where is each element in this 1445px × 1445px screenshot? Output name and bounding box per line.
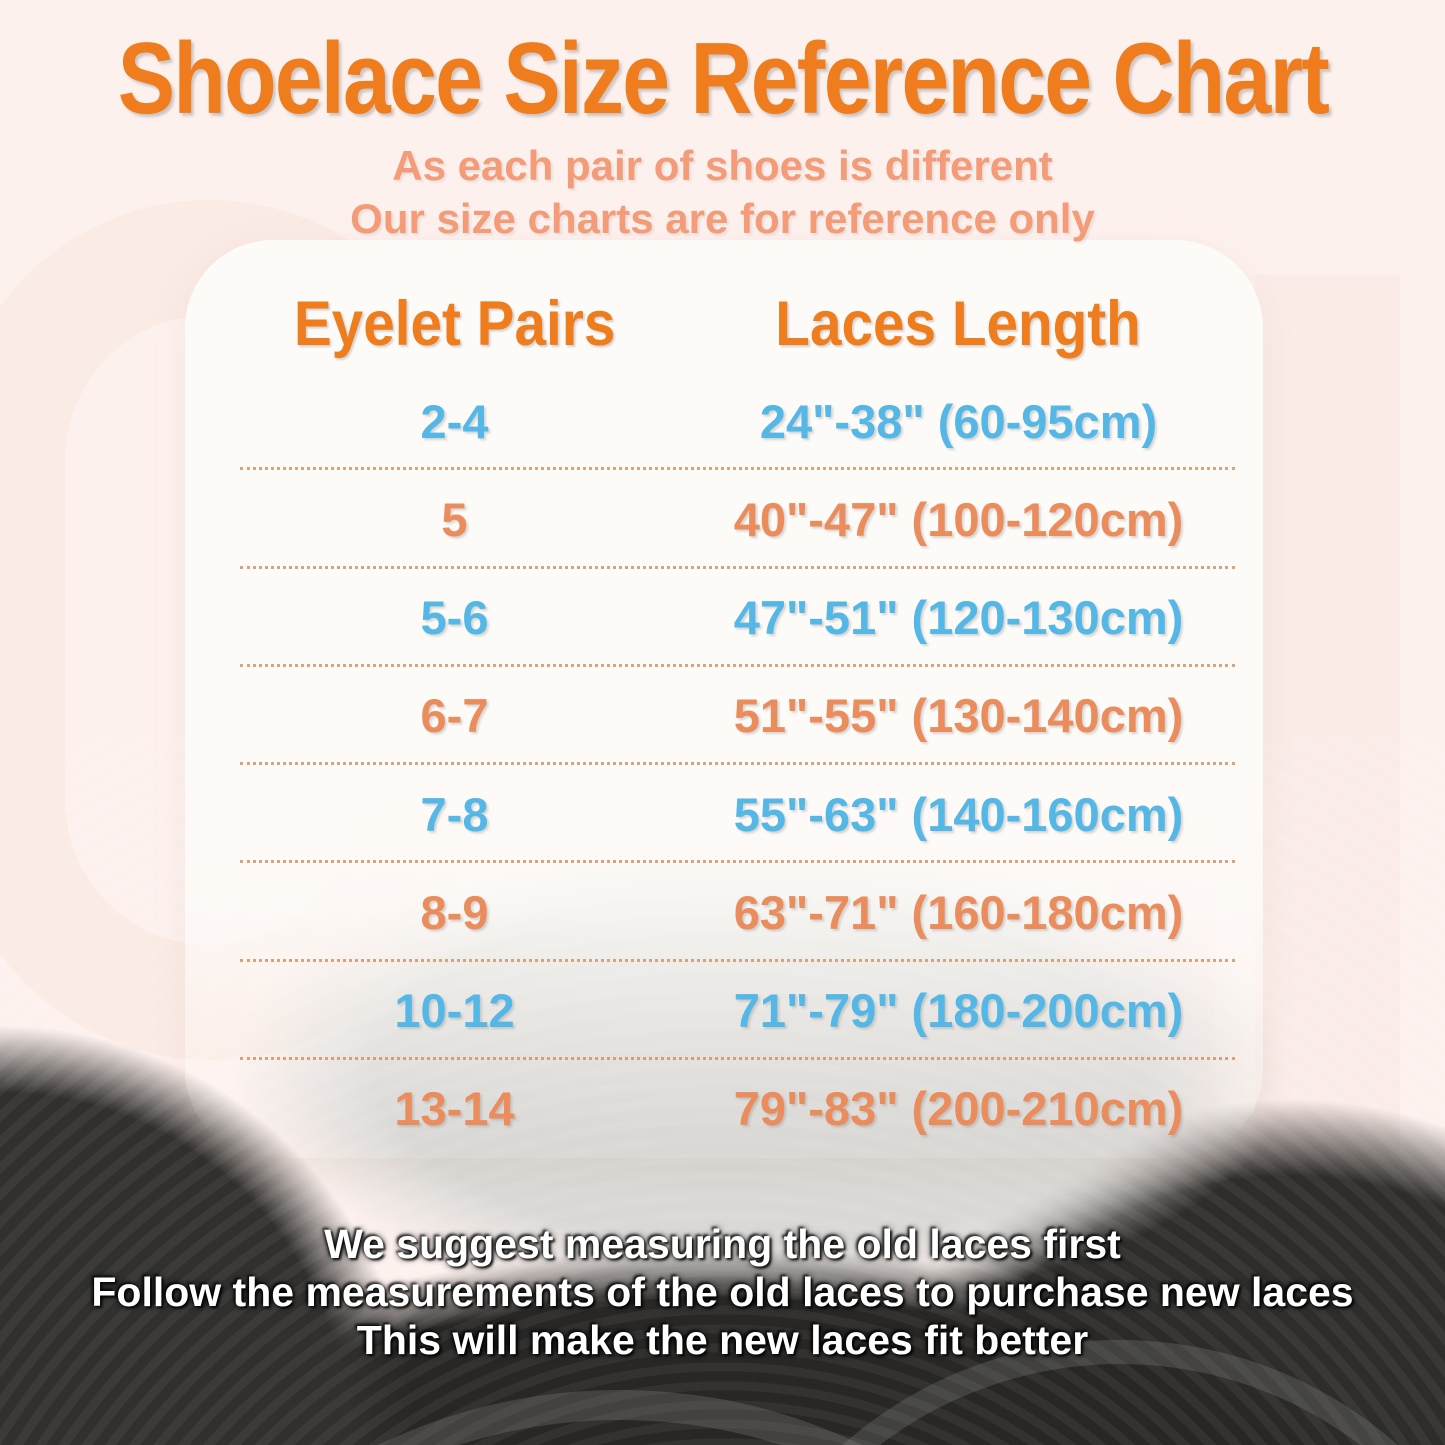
footer-note: We suggest measuring the old laces first… — [0, 1220, 1445, 1364]
laces-length-value: 40"-47" (100-120cm) — [733, 492, 1184, 546]
laces-length-value: 51"-55" (130-140cm) — [733, 689, 1184, 743]
laces-length-value: 47"-51" (120-130cm) — [733, 591, 1184, 645]
laces-length-value: 63"-71" (160-180cm) — [733, 885, 1184, 939]
footer-line-3: This will make the new laces fit better — [356, 1317, 1089, 1363]
table-row: 10-12 71"-79" (180-200cm) — [185, 962, 1263, 1061]
eyelet-pairs-value: 2-4 — [420, 394, 489, 448]
page-title: Shoelace Size Reference Chart — [117, 23, 1329, 135]
table-row: 8-9 63"-71" (160-180cm) — [185, 863, 1263, 962]
footer-line-2: Follow the measurements of the old laces… — [91, 1269, 1354, 1315]
table-row: 5-6 47"-51" (120-130cm) — [185, 569, 1263, 668]
table-row: 7-8 55"-63" (140-160cm) — [185, 765, 1263, 864]
table-header-row: Eyelet Pairs Laces Length — [185, 276, 1263, 372]
column-header-eyelet-pairs: Eyelet Pairs — [293, 289, 616, 359]
table-row: 13-14 79"-83" (200-210cm) — [185, 1060, 1263, 1158]
eyelet-pairs-value: 7-8 — [420, 787, 489, 841]
eyelet-pairs-value: 6-7 — [420, 689, 489, 743]
table-row: 2-4 24"-38" (60-95cm) — [185, 372, 1263, 471]
eyelet-pairs-value: 5-6 — [420, 591, 489, 645]
card-background — [185, 240, 1263, 1158]
eyelet-pairs-value: 8-9 — [420, 885, 489, 939]
laces-length-value: 55"-63" (140-160cm) — [733, 787, 1184, 841]
size-table: Eyelet Pairs Laces Length 2-4 24"-38" (6… — [185, 240, 1263, 1158]
footer-line-1: We suggest measuring the old laces first — [324, 1221, 1121, 1267]
eyelet-pairs-value: 13-14 — [394, 1082, 515, 1136]
column-header-laces-length: Laces Length — [775, 289, 1142, 359]
eyelet-pairs-value: 5 — [441, 492, 468, 546]
laces-length-value: 24"-38" (60-95cm) — [759, 394, 1158, 448]
subtitle: As each pair of shoes is different Our s… — [0, 139, 1445, 245]
size-chart-card: Eyelet Pairs Laces Length 2-4 24"-38" (6… — [185, 240, 1263, 1158]
table-row: 6-7 51"-55" (130-140cm) — [185, 667, 1263, 766]
laces-length-value: 71"-79" (180-200cm) — [733, 984, 1184, 1038]
subtitle-line-1: As each pair of shoes is different — [392, 142, 1053, 189]
subtitle-line-2: Our size charts are for reference only — [350, 195, 1095, 242]
eyelet-pairs-value: 10-12 — [394, 984, 515, 1038]
header: Shoelace Size Reference Chart As each pa… — [0, 0, 1445, 245]
laces-length-value: 79"-83" (200-210cm) — [733, 1082, 1184, 1136]
table-row: 5 40"-47" (100-120cm) — [185, 470, 1263, 569]
